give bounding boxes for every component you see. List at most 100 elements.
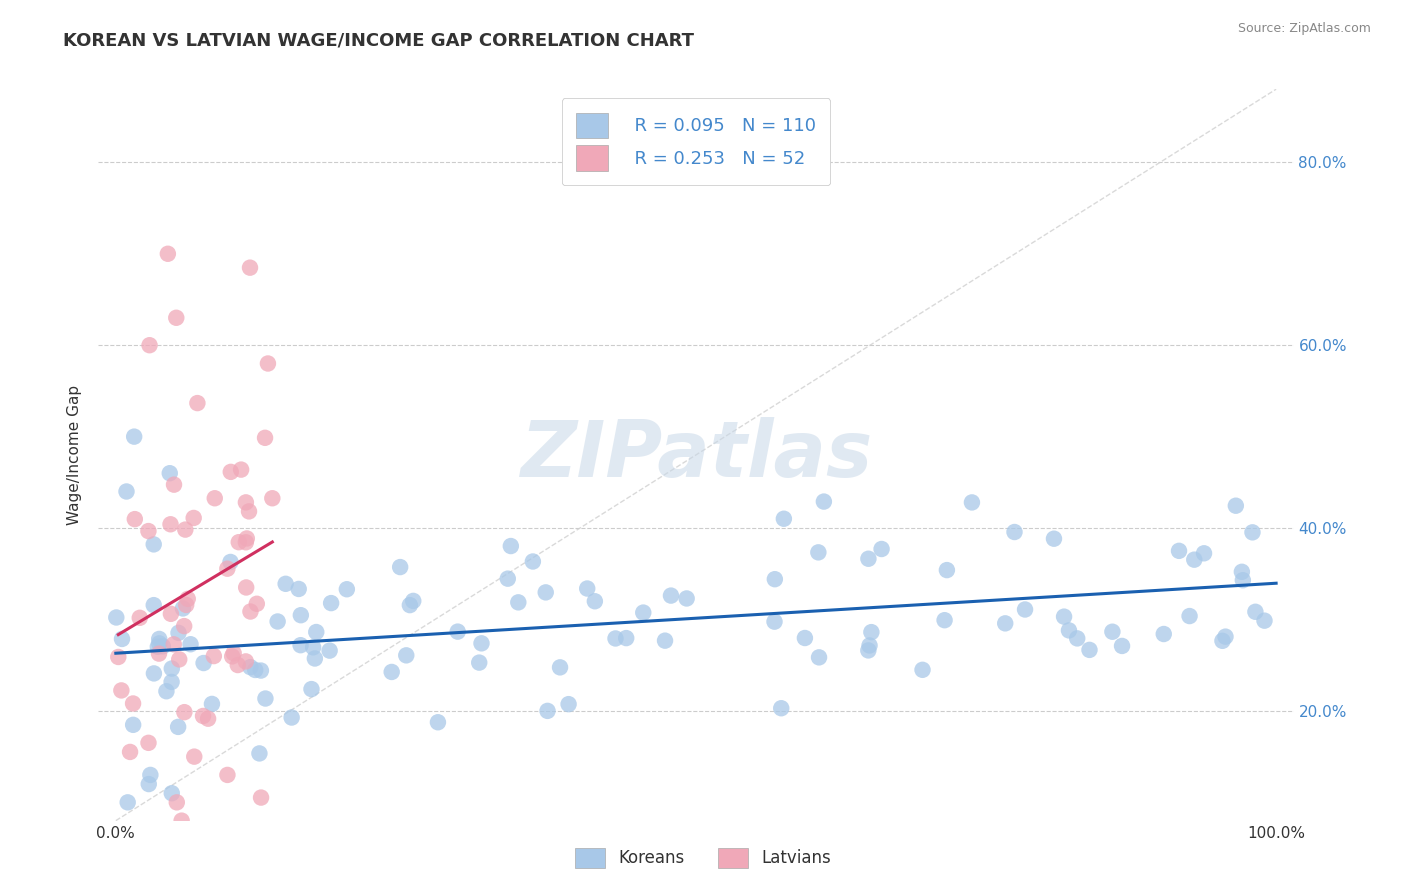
Point <box>1057 624 1080 638</box>
Point <box>180 637 202 651</box>
Point <box>508 595 530 609</box>
Point <box>614 631 637 645</box>
Point <box>172 601 194 615</box>
Point <box>557 697 579 711</box>
Point <box>138 524 160 538</box>
Point <box>994 616 1017 631</box>
Point <box>468 656 491 670</box>
Point <box>122 430 145 444</box>
Point <box>659 589 682 603</box>
Point <box>1066 632 1088 646</box>
Point <box>128 611 150 625</box>
Point <box>302 640 325 655</box>
Point <box>318 643 340 657</box>
Point <box>221 649 243 664</box>
Point <box>142 537 165 551</box>
Point <box>290 638 312 652</box>
Point <box>763 615 786 629</box>
Point <box>633 606 655 620</box>
Text: Source: ZipAtlas.com: Source: ZipAtlas.com <box>1237 22 1371 36</box>
Point <box>395 648 418 663</box>
Point <box>305 625 328 640</box>
Point <box>1211 633 1233 648</box>
Point <box>858 551 880 566</box>
Point <box>245 663 267 677</box>
Point <box>426 715 449 730</box>
Point <box>763 572 786 586</box>
Point <box>160 661 183 675</box>
Point <box>235 495 257 509</box>
Point <box>219 555 242 569</box>
Point <box>807 545 830 559</box>
Point <box>808 650 831 665</box>
Point <box>1182 552 1205 566</box>
Point <box>813 494 835 508</box>
Point <box>499 539 522 553</box>
Point <box>301 682 323 697</box>
Point <box>193 656 215 670</box>
Point <box>583 594 606 608</box>
Point <box>217 768 239 782</box>
Point <box>148 632 170 646</box>
Point <box>148 647 170 661</box>
Point <box>177 591 200 606</box>
Point <box>226 658 249 673</box>
Point <box>235 535 257 549</box>
Point <box>183 749 205 764</box>
Point <box>675 591 697 606</box>
Point <box>159 466 181 480</box>
Point <box>262 491 284 506</box>
Point <box>118 745 141 759</box>
Point <box>142 598 165 612</box>
Point <box>522 554 544 568</box>
Point <box>235 654 257 668</box>
Point <box>111 632 134 646</box>
Legend:   R = 0.095   N = 110,   R = 0.253   N = 52: R = 0.095 N = 110, R = 0.253 N = 52 <box>561 98 831 186</box>
Point <box>1230 565 1253 579</box>
Point <box>548 660 571 674</box>
Point <box>197 712 219 726</box>
Point <box>1168 544 1191 558</box>
Point <box>1241 525 1264 540</box>
Point <box>146 640 169 654</box>
Point <box>1153 627 1175 641</box>
Point <box>222 646 245 660</box>
Point <box>235 581 257 595</box>
Point <box>165 310 187 325</box>
Point <box>236 532 259 546</box>
Legend: Koreans, Latvians: Koreans, Latvians <box>568 841 838 875</box>
Point <box>142 666 165 681</box>
Point <box>280 710 302 724</box>
Point <box>274 576 297 591</box>
Point <box>166 796 188 810</box>
Point <box>1043 532 1066 546</box>
Point <box>186 396 208 410</box>
Point <box>290 608 312 623</box>
Text: ZIPatlas: ZIPatlas <box>520 417 872 493</box>
Point <box>496 572 519 586</box>
Point <box>173 619 195 633</box>
Point <box>960 495 983 509</box>
Point <box>124 512 146 526</box>
Point <box>160 674 183 689</box>
Y-axis label: Wage/Income Gap: Wage/Income Gap <box>67 384 83 525</box>
Point <box>167 652 190 666</box>
Point <box>239 605 262 619</box>
Point <box>1004 524 1026 539</box>
Point <box>174 523 197 537</box>
Point <box>447 624 470 639</box>
Point <box>1101 624 1123 639</box>
Point <box>1178 609 1201 624</box>
Point <box>173 705 195 719</box>
Point <box>201 697 224 711</box>
Point <box>470 636 492 650</box>
Point <box>250 664 273 678</box>
Point <box>238 504 260 518</box>
Point <box>148 636 170 650</box>
Text: KOREAN VS LATVIAN WAGE/INCOME GAP CORRELATION CHART: KOREAN VS LATVIAN WAGE/INCOME GAP CORREL… <box>63 31 695 49</box>
Point <box>115 484 138 499</box>
Point <box>155 684 177 698</box>
Point <box>1192 546 1215 560</box>
Point <box>1215 630 1237 644</box>
Point <box>266 615 288 629</box>
